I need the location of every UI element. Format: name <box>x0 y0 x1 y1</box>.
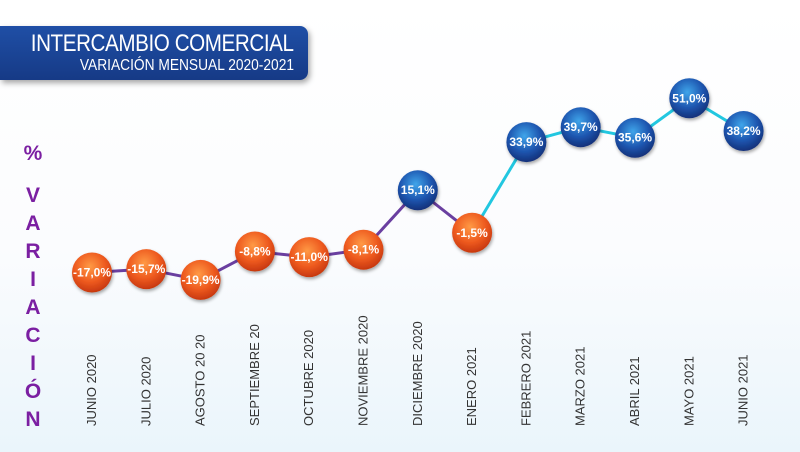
data-point-marker <box>560 107 601 148</box>
data-label: 33,9% <box>509 135 543 149</box>
data-label: 39,7% <box>564 120 598 134</box>
data-label: -17,0% <box>73 266 111 280</box>
data-point-marker <box>234 231 275 272</box>
y-axis-label-char: A <box>25 296 41 319</box>
y-axis-label: % V A R I A C I Ó N <box>18 140 48 434</box>
x-tick-label: OCTUBRE 2020 <box>301 330 316 426</box>
data-point-marker <box>669 78 710 119</box>
y-axis-label-char: C <box>25 324 41 347</box>
data-point-marker <box>723 111 764 152</box>
y-axis-label-char: % <box>23 142 43 165</box>
chart-subtitle: VARIACIÓN MENSUAL 2020-2021 <box>79 57 294 74</box>
y-axis-label-char: R <box>25 240 41 263</box>
data-point-marker <box>452 212 493 253</box>
x-tick-label: MARZO 2021 <box>573 347 588 426</box>
data-label: 51,0% <box>672 91 706 105</box>
y-axis-label-char: N <box>25 408 41 431</box>
x-tick-label: FEBRERO 2021 <box>518 331 533 426</box>
y-axis-label-char: I <box>30 352 36 375</box>
y-axis-label-char: V <box>25 184 40 207</box>
data-label: -8,1% <box>348 243 380 257</box>
data-point-marker <box>180 259 221 300</box>
data-label: -1,5% <box>456 226 488 240</box>
data-label: -19,9% <box>182 273 220 287</box>
data-label: -11,0% <box>291 250 329 264</box>
data-point-marker <box>506 122 547 163</box>
y-axis-label-char: I <box>30 268 36 291</box>
data-label: -15,7% <box>127 262 165 276</box>
x-tick-label: ABRIL 2021 <box>627 356 642 426</box>
x-tick-label: JUNIO 2020 <box>84 354 99 426</box>
data-label: 38,2% <box>727 124 761 138</box>
y-axis-label-char: Ó <box>24 380 42 403</box>
title-banner: INTERCAMBIO COMERCIAL VARIACIÓN MENSUAL … <box>0 26 308 80</box>
x-tick-label: NOVIEMBRE 2020 <box>356 315 371 426</box>
data-point-marker <box>72 252 112 293</box>
data-point-marker <box>615 117 655 158</box>
x-tick-label: ENERO 2021 <box>464 347 479 426</box>
data-label: 15,1% <box>401 183 435 197</box>
data-label: -8,8% <box>239 244 271 258</box>
chart-title: INTERCAMBIO COMERCIAL <box>31 30 294 57</box>
x-tick-label: SEPTIEMBRE 20 <box>247 324 262 426</box>
x-tick-label: AGOSTO 20 20 <box>193 334 208 426</box>
data-point-marker <box>397 170 438 211</box>
data-point-marker <box>126 249 167 290</box>
data-point-marker <box>289 237 330 278</box>
data-label: 35,6% <box>618 131 652 145</box>
x-tick-label: JULIO 2020 <box>138 357 153 426</box>
x-tick-label: MAYO 2021 <box>681 356 696 426</box>
y-axis-label-char: A <box>25 212 41 235</box>
x-tick-label: DICIEMBRE 2020 <box>410 321 425 426</box>
data-point-marker <box>343 229 384 270</box>
x-tick-label: JUNIO 2021 <box>736 354 751 426</box>
